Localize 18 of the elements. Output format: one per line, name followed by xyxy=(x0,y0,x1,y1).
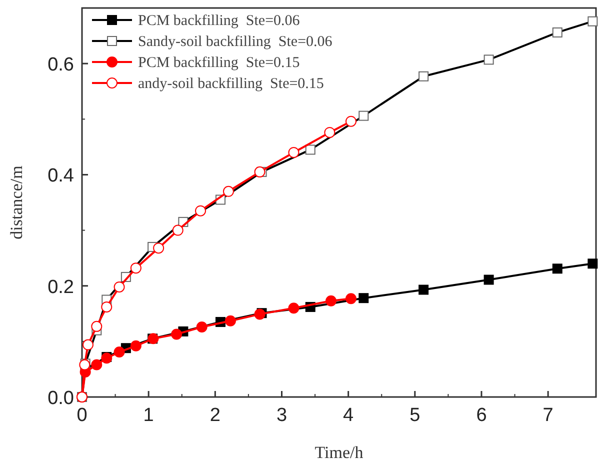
x-tick-label: 4 xyxy=(343,405,354,426)
legend-label: PCM backfilling Ste=0.06 xyxy=(138,13,300,29)
x-tick-label: 2 xyxy=(210,405,220,426)
x-axis-title: Time/h xyxy=(314,443,364,462)
x-tick-label: 0 xyxy=(76,405,88,426)
x-tick-label: 6 xyxy=(476,405,487,426)
legend-label: PCM backfilling Ste=0.15 xyxy=(138,55,300,71)
y-tick-label: 0.4 xyxy=(48,166,74,187)
x-tick-label: 5 xyxy=(410,405,420,426)
x-tick-label: 1 xyxy=(143,405,154,426)
x-tick-label: 3 xyxy=(276,405,288,426)
y-axis-title: distance/m xyxy=(7,166,26,240)
legend-label: andy-soil backfilling Ste=0.15 xyxy=(138,76,324,92)
y-tick-label: 0.2 xyxy=(48,276,74,298)
legend-label: Sandy-soil backfilling Ste=0.06 xyxy=(138,34,333,50)
y-tick-label: 0.0 xyxy=(48,388,74,409)
x-tick-label: 7 xyxy=(542,405,554,426)
y-tick-label: 0.6 xyxy=(48,54,74,76)
